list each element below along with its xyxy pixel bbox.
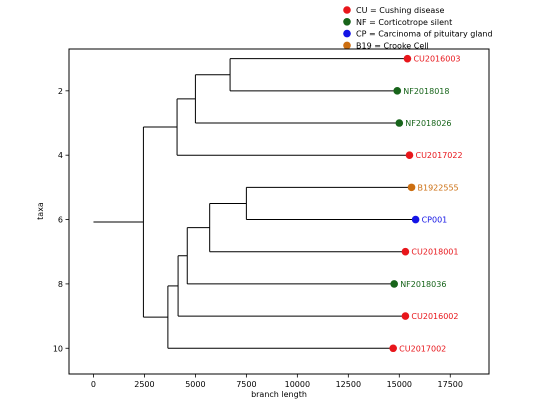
legend: CU = Cushing disease NF = Corticotrope si… <box>343 6 493 50</box>
y-tick-label: 4 <box>58 151 63 160</box>
x-tick-label: 2500 <box>134 380 154 389</box>
x-tick-label: 5000 <box>185 380 205 389</box>
y-tick-label: 6 <box>58 216 63 225</box>
legend-marker <box>343 29 351 38</box>
leaf-label: CU2017002 <box>399 344 446 353</box>
legend-label: B19 = Crooke Cell <box>356 41 429 50</box>
leaf-label: NF2018018 <box>403 87 449 96</box>
leaf-label: CP001 <box>422 216 448 225</box>
legend-marker <box>343 6 351 14</box>
legend-marker <box>343 18 351 26</box>
y-tick-label: 2 <box>58 87 63 96</box>
y-axis-label: taxa <box>36 202 45 220</box>
leaf-point <box>401 247 410 256</box>
x-tick-label: 17500 <box>438 380 463 389</box>
leaf-point <box>407 183 416 192</box>
leaf-label: CU2018001 <box>411 248 458 257</box>
leaf-label: NF2018036 <box>400 280 446 289</box>
leaf-point <box>405 151 414 159</box>
x-tick-label: 0 <box>91 380 96 389</box>
leaf-label: CU2016003 <box>413 55 460 64</box>
tree-branches <box>93 58 416 349</box>
leaf-point <box>390 280 398 288</box>
leaf-label: CU2017022 <box>415 151 462 160</box>
plot-frame <box>68 48 490 375</box>
y-tick-label: 8 <box>58 280 63 289</box>
legend-label: CP = Carcinoma of pituitary gland <box>356 30 493 39</box>
x-tick-label: 10000 <box>285 380 310 389</box>
leaf-label: NF2018026 <box>405 119 451 128</box>
leaf-point <box>411 215 420 224</box>
x-tick-label: 15000 <box>387 380 412 389</box>
legend-marker <box>343 41 351 50</box>
leaf-label: B1922555 <box>418 183 459 192</box>
x-tick-label: 7500 <box>236 380 256 389</box>
x-tick-label: 12500 <box>336 380 361 389</box>
leaf-point <box>403 54 412 63</box>
x-axis-label: branch length <box>251 390 307 399</box>
leaf-point <box>393 87 402 95</box>
leaf-point <box>389 344 397 353</box>
legend-label: NF = Corticotrope silent <box>356 18 452 27</box>
legend-label: CU = Cushing disease <box>356 6 445 15</box>
leaf-label: CU2016002 <box>411 312 458 321</box>
leaf-markers: CU2016003 NF2018018 NF2018026 CU2017022 B192… <box>389 54 463 353</box>
leaf-point <box>395 119 404 127</box>
y-tick-label: 10 <box>53 344 63 353</box>
leaf-point <box>401 312 410 320</box>
x-axis: 0 2500 5000 7500 10000 12500 15000 17500 <box>91 374 463 389</box>
y-axis: 2 4 6 8 10 <box>53 87 69 353</box>
